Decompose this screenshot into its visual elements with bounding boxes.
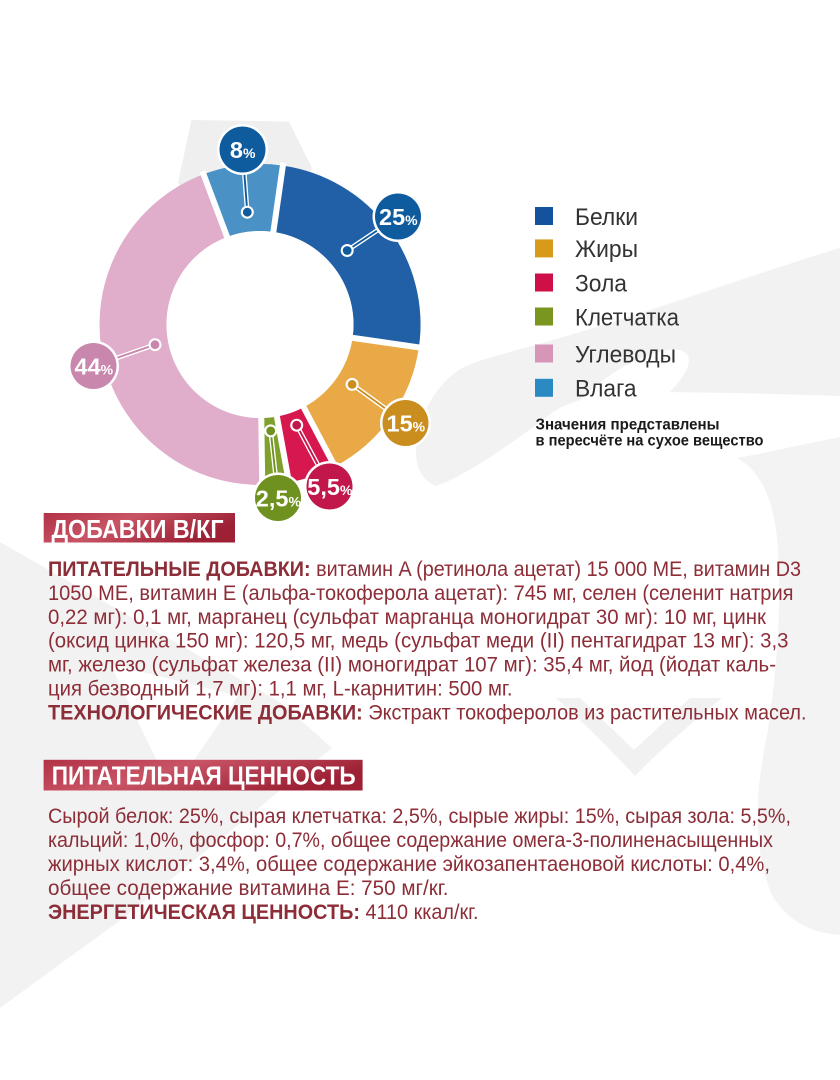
svg-text:в пересчёте на сухое вещество: в пересчёте на сухое вещество <box>536 433 764 450</box>
svg-text:мг, железо (сульфат железа (II: мг, железо (сульфат железа (II) моногидр… <box>48 654 776 677</box>
svg-text:1050 ME, витамин E (альфа-токо: 1050 ME, витамин E (альфа-токоферола аце… <box>48 582 794 605</box>
svg-text:Сырой белок: 25%, сырая клетча: Сырой белок: 25%, сырая клетчатка: 2,5%,… <box>48 805 791 828</box>
svg-text:Клетчатка: Клетчатка <box>575 304 680 331</box>
svg-text:ТЕХНОЛОГИЧЕСКИЕ ДОБАВКИ: Экстр: ТЕХНОЛОГИЧЕСКИЕ ДОБАВКИ: Экстракт токофе… <box>48 701 807 724</box>
svg-text:общее содержание витамина E: 7: общее содержание витамина E: 750 мг/кг. <box>48 877 449 900</box>
svg-text:ПИТАТЕЛЬНЫЕ ДОБАВКИ: витамин A: ПИТАТЕЛЬНЫЕ ДОБАВКИ: витамин A (ретинола… <box>48 558 801 581</box>
svg-text:Углеводы: Углеводы <box>575 341 676 368</box>
svg-text:Влага: Влага <box>575 376 637 403</box>
svg-text:Значения представлены: Значения представлены <box>536 416 720 433</box>
svg-text:Зола: Зола <box>575 270 628 297</box>
svg-text:жирных кислот: 3,4%, общее сод: жирных кислот: 3,4%, общее содержание эй… <box>48 853 770 876</box>
svg-text:ПИТАТЕЛЬНАЯ ЦЕННОСТЬ: ПИТАТЕЛЬНАЯ ЦЕННОСТЬ <box>52 760 356 790</box>
svg-text:ДОБАВКИ В/КГ: ДОБАВКИ В/КГ <box>52 514 224 544</box>
svg-text:ция безводный 1,7 мг): 1,1 мг,: ция безводный 1,7 мг): 1,1 мг, L-карнити… <box>48 678 513 701</box>
svg-text:Жиры: Жиры <box>575 236 638 263</box>
svg-text:Белки: Белки <box>575 204 638 231</box>
svg-text:(оксид цинка 150 мг): 120,5 мг: (оксид цинка 150 мг): 120,5 мг, медь (су… <box>48 630 789 653</box>
svg-text:ЭНЕРГЕТИЧЕСКАЯ ЦЕННОСТЬ: 4110: ЭНЕРГЕТИЧЕСКАЯ ЦЕННОСТЬ: 4110 ккал/кг. <box>48 901 479 924</box>
svg-text:кальций: 1,0%, фосфор: 0,7%, о: кальций: 1,0%, фосфор: 0,7%, общее содер… <box>48 829 773 852</box>
svg-text:0,22 мг): 0,1 мг, марганец (су: 0,22 мг): 0,1 мг, марганец (сульфат марг… <box>48 606 767 629</box>
